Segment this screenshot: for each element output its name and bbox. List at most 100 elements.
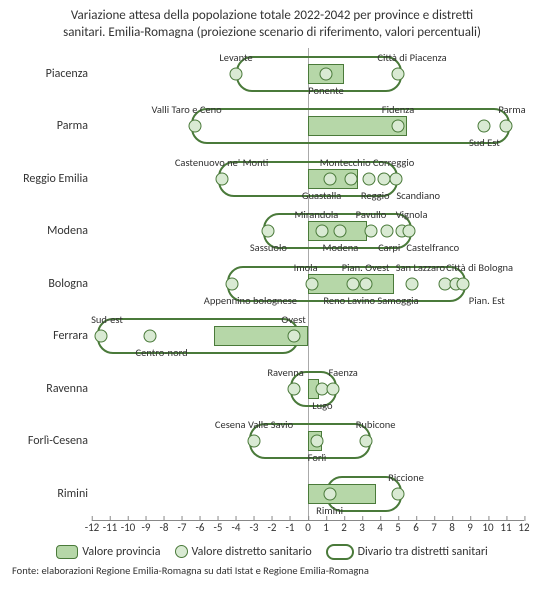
province-label: Modena xyxy=(10,224,88,238)
x-tick: 3 xyxy=(359,521,365,534)
x-tick: 6 xyxy=(413,521,419,534)
district-label: Cesena Valle Savio xyxy=(215,418,293,431)
district-dot xyxy=(359,435,372,448)
district-label: Montecchio xyxy=(320,156,371,169)
district-label: Ponente xyxy=(308,84,344,97)
district-label: Fidenza xyxy=(382,103,415,116)
district-dot xyxy=(287,330,300,343)
district-label: Parma xyxy=(498,103,525,116)
district-dot xyxy=(402,225,415,238)
district-label: Ovest xyxy=(281,313,305,326)
province-label: Reggio Emilia xyxy=(10,172,88,186)
province-row: Reggio EmiliaCastenuovo ne' MontiGuastal… xyxy=(92,153,524,205)
province-bar xyxy=(308,484,376,504)
x-tick: -4 xyxy=(232,521,241,534)
province-row: BolognaAppennino bologneseImolaReno Lavi… xyxy=(92,258,524,310)
district-label: Sud Est xyxy=(469,136,500,149)
district-label: Scandiano xyxy=(396,189,440,202)
district-label: Città di Bologna xyxy=(446,261,513,274)
district-dot xyxy=(478,120,491,133)
district-dot xyxy=(95,330,108,343)
plot-area: -12-11-10-9-8-7-6-5-4-3-2-10123456789101… xyxy=(92,48,524,540)
district-dot xyxy=(248,435,261,448)
district-dot xyxy=(327,382,340,395)
x-tick: -9 xyxy=(142,521,151,534)
district-label: Faenza xyxy=(329,366,358,379)
district-label: Sassuolo xyxy=(250,241,287,254)
x-tick: -8 xyxy=(160,521,169,534)
province-label: Forlì-Cesena xyxy=(10,434,88,448)
source-text: Fonte: elaborazioni Regione Emilia-Romag… xyxy=(12,564,532,577)
legend-dot-swatch xyxy=(175,545,188,558)
province-label: Ferrara xyxy=(10,329,88,343)
x-tick: 12 xyxy=(518,521,529,534)
district-dot xyxy=(230,68,243,81)
district-label: Centro-nord xyxy=(136,346,188,359)
province-label: Bologna xyxy=(10,277,88,291)
chart-title: Variazione attesa della popolazione tota… xyxy=(12,8,532,42)
district-label: Guastalla xyxy=(302,189,341,202)
district-label: Sud-est xyxy=(91,313,123,326)
x-tick: -6 xyxy=(196,521,205,534)
district-label: Appennino bolognese xyxy=(204,294,297,307)
district-dot xyxy=(392,487,405,500)
district-label: Levante xyxy=(219,51,252,64)
district-label: Lugo xyxy=(312,399,332,412)
district-label: Ravenna xyxy=(267,366,303,379)
district-label: Carpi xyxy=(378,241,400,254)
legend-range-swatch xyxy=(326,544,354,560)
district-dot xyxy=(392,68,405,81)
district-label: Castenuovo ne' Monti xyxy=(175,156,269,169)
x-tick: -10 xyxy=(121,521,136,534)
x-tick: 2 xyxy=(341,521,347,534)
district-dot xyxy=(262,225,275,238)
district-dot xyxy=(392,120,405,133)
province-row: ModenaSassuoloMirandolaModenaPavulloCarp… xyxy=(92,205,524,257)
province-row: RiminiRiminiRiccione xyxy=(92,467,524,519)
district-dot xyxy=(320,68,333,81)
district-dot xyxy=(188,120,201,133)
x-tick: -12 xyxy=(85,521,100,534)
province-row: Forlì-CesenaCesena Valle SavioForlìRubic… xyxy=(92,415,524,467)
x-tick: 9 xyxy=(467,521,473,534)
district-label: Rimini xyxy=(316,504,343,517)
province-row: ParmaValli Taro e CenoFidenzaSud EstParm… xyxy=(92,100,524,152)
district-label: Riccione xyxy=(388,471,424,484)
x-tick: -3 xyxy=(250,521,259,534)
x-tick: -1 xyxy=(286,521,295,534)
district-dot xyxy=(363,172,376,185)
title-line1: Variazione attesa della popolazione tota… xyxy=(71,8,473,23)
x-tick: 4 xyxy=(377,521,383,534)
district-dot xyxy=(456,277,469,290)
x-tick: -7 xyxy=(178,521,187,534)
x-tick: -5 xyxy=(214,521,223,534)
district-label: Valli Taro e Ceno xyxy=(151,103,221,116)
district-dot xyxy=(390,172,403,185)
district-label: Correggio xyxy=(373,156,414,169)
district-dot xyxy=(359,277,372,290)
district-dot xyxy=(323,487,336,500)
district-label: Mirandola xyxy=(294,208,338,221)
district-label: Pian. Ovest xyxy=(342,261,390,274)
district-dot xyxy=(406,277,419,290)
x-tick: -11 xyxy=(103,521,118,534)
district-label: Castelfranco xyxy=(406,241,459,254)
district-dot xyxy=(226,277,239,290)
legend-range-item: Divario tra distretti sanitari xyxy=(326,544,488,560)
legend: Valore provincia Valore distretto sanita… xyxy=(12,544,532,560)
district-dot xyxy=(334,225,347,238)
district-label: Vignola xyxy=(396,208,428,221)
province-row: PiacenzaLevantePonenteCittà di Piacenza xyxy=(92,48,524,100)
x-tick: 5 xyxy=(395,521,401,534)
province-row: RavennaRavennaLugoFaenza xyxy=(92,362,524,414)
district-label: Reggio xyxy=(361,189,390,202)
district-dot xyxy=(305,277,318,290)
province-row: FerraraSud-estCentro-nordOvest xyxy=(92,310,524,362)
district-dot xyxy=(365,225,378,238)
x-tick: 0 xyxy=(305,521,311,534)
district-dot xyxy=(143,330,156,343)
legend-bar-label: Valore provincia xyxy=(82,545,160,559)
x-tick: 11 xyxy=(500,521,511,534)
district-dot xyxy=(316,225,329,238)
district-dot xyxy=(311,435,324,448)
